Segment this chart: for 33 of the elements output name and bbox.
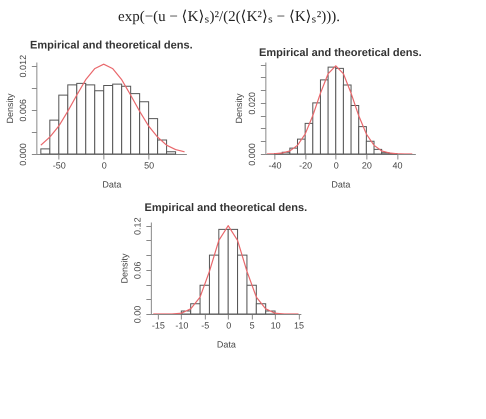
x-tick-label: 0 [334,160,339,170]
x-axis-title: Data [331,180,350,190]
x-tick-label: -5 [201,320,210,330]
x-tick-label: -15 [152,320,165,330]
x-tick-label: 0 [102,160,107,170]
y-tick-label: 0.006 [18,99,28,122]
text: exp(−(u − ⟨K⟩ₛ)²/(2(⟨K²⟩ₛ − ⟨K⟩ₛ²))). [118,9,340,25]
y-axis-title: Density [234,93,244,124]
x-axis-title: Data [102,180,122,190]
y-tick-label: 0.020 [246,92,257,115]
x-tick-label: -40 [268,160,282,170]
y-tick-label: 0.12 [132,217,142,235]
x-tick-label: 10 [270,320,281,330]
y-axis-title: Density [119,253,130,284]
x-tick-label: 20 [362,160,372,170]
x-tick-label: -20 [299,160,312,170]
y-tick-label: 0.012 [18,54,28,78]
chart-title: Empirical and theoretical dens. [144,202,308,214]
x-tick-label: -10 [175,320,188,330]
chart-title: Empirical and theoretical dens. [259,47,422,59]
x-tick-label: 15 [294,320,304,330]
x-tick-label: 40 [392,160,402,170]
chart-title: Empirical and theoretical dens. [30,39,193,52]
x-tick-label: 0 [226,320,232,330]
x-tick-label: -50 [52,160,66,170]
y-tick-label: 0.06 [132,262,142,280]
x-tick-label: 5 [250,320,255,330]
y-axis-title: Density [4,93,15,124]
y-tick-label: 0.00 [132,306,142,324]
y-tick-label: 0.000 [246,143,257,166]
y-tick-label: 0.000 [18,143,28,166]
x-axis-title: Data [216,340,236,350]
x-tick-label: 50 [144,160,154,170]
